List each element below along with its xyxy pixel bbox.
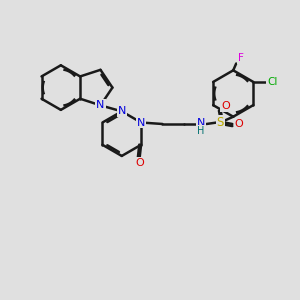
Text: O: O — [221, 101, 230, 111]
Text: N: N — [118, 106, 126, 116]
Text: H: H — [197, 125, 205, 136]
Text: O: O — [135, 158, 144, 168]
Text: N: N — [96, 100, 105, 110]
Text: N: N — [137, 118, 145, 128]
Text: Cl: Cl — [267, 77, 277, 87]
Text: N: N — [197, 118, 205, 128]
Text: S: S — [217, 116, 224, 129]
Text: F: F — [238, 53, 244, 64]
Text: O: O — [235, 119, 243, 129]
